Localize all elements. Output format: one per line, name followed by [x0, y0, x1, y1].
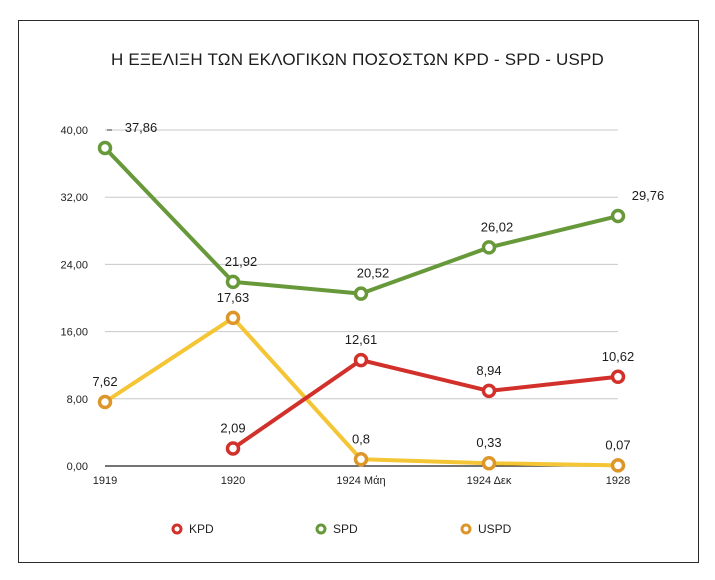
data-label-spd: 21,92: [225, 254, 258, 269]
data-label-spd: 37,86: [125, 120, 158, 135]
data-label-spd: 20,52: [357, 266, 390, 281]
data-label-uspd: 0,8: [352, 431, 370, 446]
data-label-spd: 26,02: [481, 219, 514, 234]
legend-label-spd: SPD: [333, 522, 358, 536]
data-point-spd: [97, 140, 113, 156]
y-tick-label: 24,00: [60, 259, 88, 271]
x-tick-label: 1928: [606, 475, 630, 487]
legend-marker-spd: [315, 523, 327, 535]
chart-title: Η ΕΞΕΛΙΞΗ ΤΩΝ ΕΚΛΟΓΙΚΩΝ ΠΟΣΟΣΤΩΝ KPD - S…: [110, 50, 605, 69]
legend-marker-uspd: [460, 523, 472, 535]
data-point-uspd: [481, 455, 497, 471]
data-point-spd: [610, 208, 626, 224]
data-point-uspd: [353, 452, 369, 467]
y-tick-label: 32,00: [60, 192, 88, 204]
data-point-uspd: [225, 310, 241, 326]
data-label-kpd: 12,61: [345, 332, 378, 347]
data-label-uspd: 7,62: [92, 374, 117, 389]
data-label-spd: 29,76: [632, 188, 665, 203]
data-label-uspd: 0,07: [605, 437, 630, 452]
data-label-kpd: 8,94: [476, 363, 501, 378]
x-tick-label: 1919: [93, 475, 117, 487]
data-label-kpd: 2,09: [220, 420, 245, 435]
data-point-kpd: [353, 352, 369, 368]
series-line-kpd: [231, 358, 620, 451]
y-tick-label: 8,00: [67, 394, 88, 406]
x-tick-label: 1920: [221, 475, 245, 487]
data-label-uspd: 0,33: [476, 435, 501, 450]
data-point-kpd: [481, 383, 497, 399]
data-point-uspd: [610, 458, 626, 473]
legend-marker-kpd: [171, 523, 183, 535]
data-point-kpd: [610, 369, 626, 385]
x-tick-label: 1924 Μάη: [336, 475, 385, 487]
x-tick-label: 1924 Δεκ: [467, 475, 512, 487]
data-point-spd: [225, 274, 241, 290]
data-point-kpd: [225, 441, 241, 456]
data-point-uspd: [97, 394, 113, 410]
data-point-spd: [353, 286, 369, 301]
legend-label-uspd: USPD: [478, 522, 512, 536]
y-tick-label: 0,00: [67, 461, 88, 473]
legend-label-kpd: KPD: [189, 522, 214, 536]
data-label-uspd: 17,63: [217, 290, 250, 305]
y-tick-label: 16,00: [60, 327, 88, 339]
data-point-spd: [481, 240, 497, 255]
data-label-kpd: 10,62: [602, 349, 635, 364]
y-tick-label: 40,00: [60, 125, 88, 137]
